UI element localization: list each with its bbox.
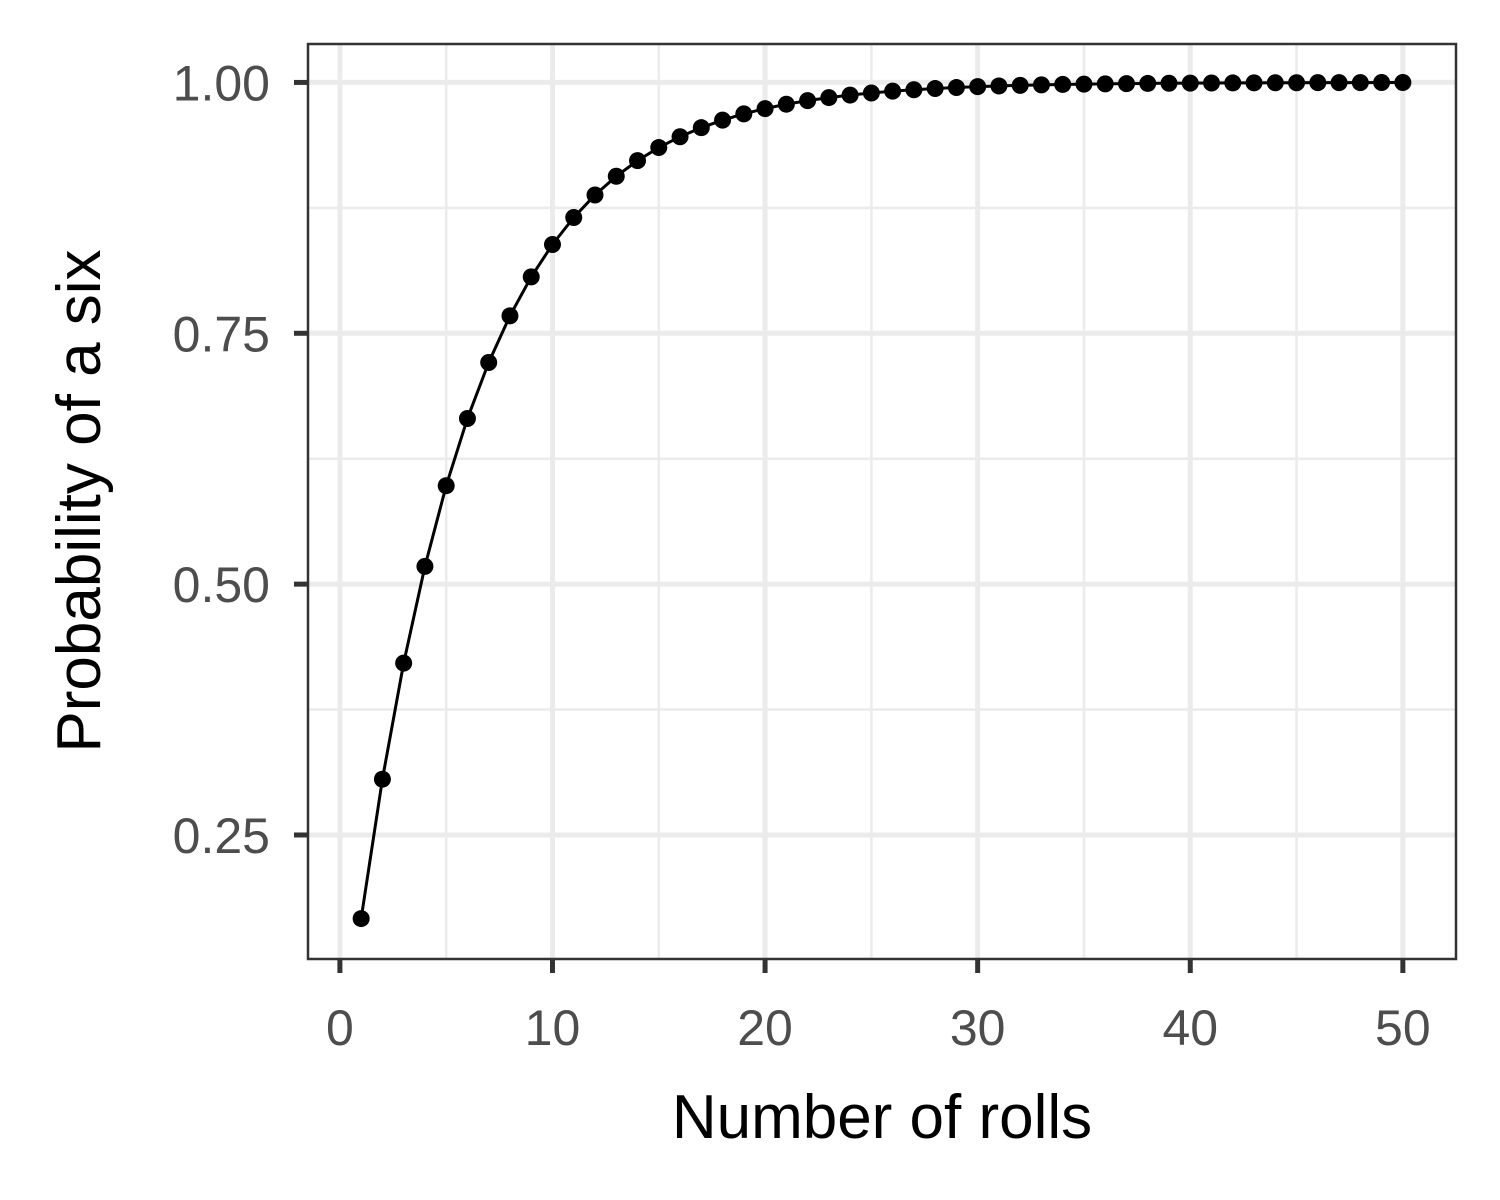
- data-point: [1075, 75, 1093, 93]
- data-point: [395, 654, 413, 672]
- data-point: [969, 78, 987, 96]
- x-tick-label: 30: [950, 1000, 1006, 1056]
- data-point: [820, 89, 838, 107]
- data-point: [1139, 74, 1157, 92]
- plot-panel: [308, 44, 1456, 959]
- y-tick-label: 0.25: [173, 808, 270, 864]
- data-point: [947, 79, 965, 97]
- series-layer: [352, 74, 1412, 928]
- data-point: [1181, 74, 1199, 92]
- y-axis-title: Probability of a six: [45, 249, 114, 752]
- x-tick-label: 10: [525, 1000, 581, 1056]
- data-point: [543, 235, 561, 253]
- data-point: [1032, 76, 1050, 94]
- data-point: [1203, 74, 1221, 92]
- y-tick-label: 0.50: [173, 557, 270, 613]
- data-point: [1224, 74, 1242, 92]
- data-point: [1288, 74, 1306, 92]
- x-tick-label: 20: [737, 1000, 793, 1056]
- data-point: [1245, 74, 1263, 92]
- data-point: [1096, 75, 1114, 93]
- x-tick-label: 50: [1375, 1000, 1431, 1056]
- data-point: [480, 353, 498, 371]
- data-point: [522, 268, 540, 286]
- data-point: [671, 128, 689, 146]
- data-point: [437, 477, 455, 495]
- data-point: [586, 186, 604, 204]
- data-point: [799, 92, 817, 110]
- data-point: [777, 95, 795, 113]
- major-grid: [308, 44, 1456, 959]
- data-point: [884, 82, 902, 100]
- data-point: [607, 167, 625, 185]
- data-point: [1054, 75, 1072, 93]
- data-point: [756, 100, 774, 118]
- data-point: [841, 86, 859, 104]
- data-point: [1309, 74, 1327, 92]
- data-point: [862, 84, 880, 102]
- data-point: [1160, 74, 1178, 92]
- data-point: [990, 77, 1008, 95]
- data-point: [735, 105, 753, 123]
- data-point: [714, 111, 732, 129]
- data-point: [1266, 74, 1284, 92]
- data-point: [1117, 75, 1135, 93]
- data-point: [416, 557, 434, 575]
- data-point: [692, 119, 710, 137]
- data-point: [1330, 74, 1348, 92]
- y-axis: 0.25 0.50 0.75 1.00: [173, 55, 308, 864]
- data-point: [352, 910, 370, 928]
- y-tick-label: 0.75: [173, 306, 270, 362]
- data-point: [629, 152, 647, 170]
- data-point: [458, 409, 476, 427]
- data-point: [1351, 74, 1369, 92]
- x-tick-label: 0: [326, 1000, 354, 1056]
- minor-grid: [308, 44, 1456, 959]
- data-point: [1011, 76, 1029, 94]
- data-point: [1394, 74, 1412, 92]
- data-point: [905, 81, 923, 99]
- data-point: [373, 770, 391, 788]
- x-axis-title: Number of rolls: [672, 1083, 1092, 1152]
- x-tick-label: 40: [1162, 1000, 1218, 1056]
- data-point: [1373, 74, 1391, 92]
- x-axis: 0 10 20 30 40 50: [326, 959, 1431, 1056]
- data-point: [501, 307, 519, 325]
- y-tick-label: 1.00: [173, 55, 270, 111]
- data-point: [926, 80, 944, 98]
- plot-border: [306, 42, 1458, 961]
- data-point: [565, 208, 583, 226]
- data-point: [650, 139, 668, 157]
